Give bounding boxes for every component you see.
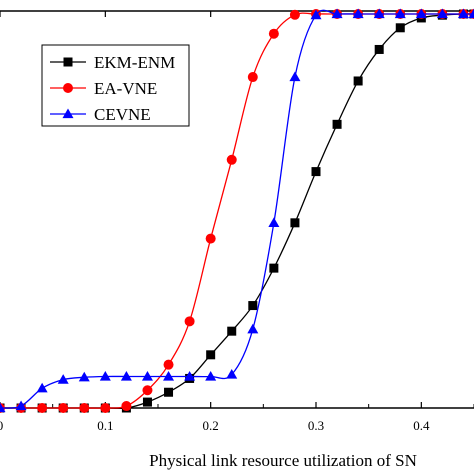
data-point-ea-vne (121, 401, 132, 412)
x-axis-title: Physical link resource utilization of SN (149, 451, 417, 470)
legend-entry-ea-vne: EA-VNE (50, 79, 157, 98)
data-point-cevne (99, 370, 111, 381)
data-point-ea-vne (184, 316, 195, 327)
data-point-cevne (468, 8, 474, 19)
data-point-cevne (310, 9, 322, 20)
data-point-ekm-enm (395, 23, 405, 33)
legend-label-ekm-enm: EKM-ENM (94, 53, 175, 72)
data-point-cevne (15, 400, 27, 411)
data-point-cevne (394, 8, 406, 19)
data-point-ekm-enm (206, 350, 216, 360)
data-point-ea-vne (58, 403, 69, 413)
data-point-cevne (226, 369, 238, 379)
x-tick-label: 0.4 (413, 418, 430, 433)
data-point-cevne (205, 370, 217, 381)
legend-entry-cevne: CEVNE (50, 105, 151, 124)
data-point-ea-vne (79, 403, 90, 413)
legend-marker-cevne (62, 108, 74, 119)
data-point-ekm-enm (290, 218, 300, 228)
legend-marker-ea-vne (63, 83, 73, 93)
data-point-cevne (184, 370, 196, 381)
data-point-cevne (141, 370, 153, 381)
data-point-cevne (268, 217, 280, 227)
data-point-cevne (120, 370, 132, 381)
data-point-cevne (36, 382, 48, 393)
legend: EKM-ENM EA-VNE CEVNE (41, 44, 190, 127)
legend-entry-ekm-enm: EKM-ENM (50, 53, 175, 72)
x-tick-label: 0.1 (97, 418, 113, 433)
data-point-cevne (436, 8, 448, 19)
series-layer (0, 8, 474, 413)
data-point-ea-vne (289, 9, 300, 20)
data-point-ea-vne (226, 154, 237, 165)
data-point-ekm-enm (269, 263, 279, 273)
data-point-ekm-enm (332, 119, 342, 129)
data-point-cevne (57, 374, 69, 384)
data-point-cevne (457, 8, 469, 19)
legend-marker-ekm-enm (63, 57, 73, 67)
x-tick-label: 0.3 (308, 418, 324, 433)
data-point-ea-vne (100, 403, 111, 413)
data-point-ekm-enm (227, 326, 237, 336)
data-point-ekm-enm (164, 387, 174, 397)
data-point-ea-vne (142, 385, 153, 396)
data-point-cevne (352, 8, 364, 19)
data-point-ea-vne (247, 72, 258, 83)
data-point-cevne (163, 370, 175, 381)
data-point-ekm-enm (142, 397, 152, 407)
data-point-ekm-enm (248, 301, 258, 311)
legend-label-cevne: CEVNE (94, 105, 151, 124)
data-point-ea-vne (268, 28, 279, 39)
data-point-cevne (247, 323, 259, 334)
data-point-cevne (373, 8, 385, 19)
data-point-cevne (331, 8, 343, 19)
data-point-ekm-enm (353, 76, 363, 86)
data-point-ekm-enm (311, 167, 321, 177)
series-cevne (0, 8, 474, 413)
legend-label-ea-vne: EA-VNE (94, 79, 157, 98)
x-tick-label: 0.2 (203, 418, 219, 433)
legend-entries: EKM-ENM EA-VNE CEVNE (50, 53, 175, 124)
data-point-cevne (415, 8, 427, 19)
data-point-ea-vne (163, 359, 174, 370)
data-point-cevne (78, 371, 90, 382)
data-point-ea-vne (205, 233, 216, 244)
data-point-cevne (0, 402, 6, 413)
x-tick-label: 0 (0, 418, 3, 433)
data-point-cevne (289, 71, 301, 82)
data-point-ea-vne (37, 403, 48, 413)
data-point-ekm-enm (374, 44, 384, 54)
